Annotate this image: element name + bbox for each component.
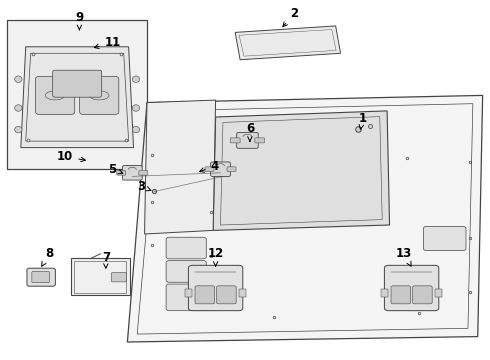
Ellipse shape bbox=[132, 76, 140, 82]
Text: 7: 7 bbox=[102, 251, 110, 268]
FancyBboxPatch shape bbox=[52, 70, 101, 97]
FancyBboxPatch shape bbox=[32, 271, 49, 283]
Ellipse shape bbox=[132, 126, 140, 133]
Text: 5: 5 bbox=[108, 163, 123, 176]
Polygon shape bbox=[213, 111, 390, 230]
Text: 4: 4 bbox=[199, 160, 219, 173]
Text: 3: 3 bbox=[137, 180, 151, 193]
FancyBboxPatch shape bbox=[205, 167, 214, 171]
FancyBboxPatch shape bbox=[237, 132, 258, 148]
FancyBboxPatch shape bbox=[255, 138, 265, 143]
Polygon shape bbox=[145, 100, 216, 234]
FancyBboxPatch shape bbox=[166, 284, 216, 311]
FancyBboxPatch shape bbox=[195, 286, 215, 304]
FancyBboxPatch shape bbox=[139, 170, 148, 175]
FancyBboxPatch shape bbox=[211, 162, 230, 176]
Text: 9: 9 bbox=[75, 11, 83, 30]
Ellipse shape bbox=[15, 76, 22, 82]
Polygon shape bbox=[127, 95, 483, 342]
Polygon shape bbox=[21, 47, 133, 148]
FancyBboxPatch shape bbox=[230, 138, 240, 143]
Bar bbox=[185, 289, 192, 297]
Text: 8: 8 bbox=[42, 247, 53, 266]
Text: 10: 10 bbox=[57, 150, 85, 163]
Polygon shape bbox=[71, 258, 130, 295]
Polygon shape bbox=[235, 26, 341, 60]
Ellipse shape bbox=[15, 105, 22, 111]
FancyBboxPatch shape bbox=[117, 170, 126, 175]
Ellipse shape bbox=[15, 126, 22, 133]
Text: 1: 1 bbox=[359, 112, 367, 129]
FancyBboxPatch shape bbox=[122, 166, 142, 180]
FancyBboxPatch shape bbox=[384, 265, 439, 311]
Ellipse shape bbox=[132, 105, 140, 111]
FancyBboxPatch shape bbox=[423, 226, 466, 251]
FancyBboxPatch shape bbox=[111, 273, 126, 282]
FancyBboxPatch shape bbox=[413, 286, 432, 304]
Text: 6: 6 bbox=[246, 122, 254, 141]
Text: 11: 11 bbox=[95, 36, 121, 49]
FancyBboxPatch shape bbox=[188, 265, 243, 311]
FancyBboxPatch shape bbox=[166, 237, 206, 259]
FancyBboxPatch shape bbox=[79, 76, 119, 114]
Bar bbox=[435, 289, 442, 297]
Bar bbox=[381, 289, 388, 297]
FancyBboxPatch shape bbox=[227, 167, 236, 171]
FancyBboxPatch shape bbox=[166, 261, 206, 282]
FancyBboxPatch shape bbox=[391, 286, 411, 304]
FancyBboxPatch shape bbox=[217, 286, 236, 304]
Bar bbox=[7, 20, 147, 169]
FancyBboxPatch shape bbox=[27, 268, 55, 286]
Text: 13: 13 bbox=[396, 247, 413, 266]
FancyBboxPatch shape bbox=[35, 76, 74, 114]
Text: 12: 12 bbox=[207, 247, 224, 266]
Text: 2: 2 bbox=[283, 7, 298, 27]
Bar bbox=[239, 289, 246, 297]
